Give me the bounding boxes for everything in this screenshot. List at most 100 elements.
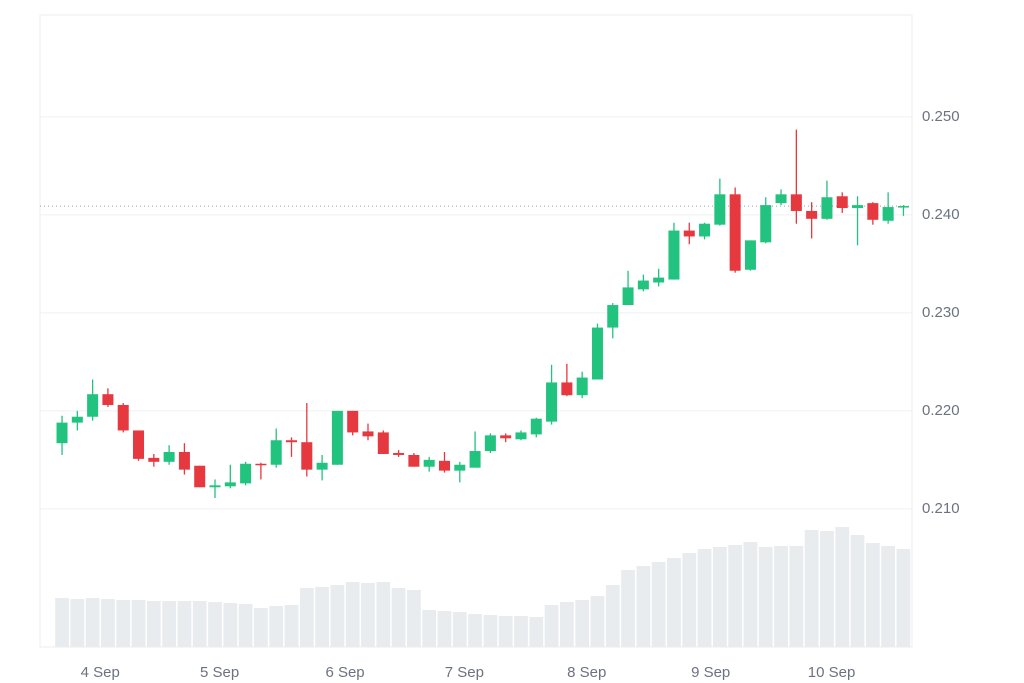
- candle-body: [790, 194, 802, 211]
- candle-body: [301, 442, 313, 470]
- candle-body: [469, 451, 481, 468]
- x-tick-label: 5 Sep: [200, 664, 239, 681]
- candle-body: [897, 206, 909, 208]
- candle-body: [714, 194, 726, 225]
- volume-bar: [697, 549, 712, 647]
- volume-bar: [514, 616, 528, 647]
- candle-body: [56, 422, 68, 444]
- volume-bar: [667, 558, 681, 647]
- candle-body: [423, 459, 435, 467]
- candle-body: [530, 418, 542, 435]
- volume-bar: [559, 602, 574, 647]
- candle-body: [882, 207, 894, 221]
- volume-bar: [55, 598, 69, 647]
- candle-body: [71, 416, 83, 423]
- volume-bar: [774, 546, 788, 647]
- volume-bar: [636, 566, 651, 647]
- candle-body: [668, 230, 680, 280]
- candle-body: [729, 194, 741, 271]
- candle-body: [87, 394, 99, 417]
- volume-bar: [452, 612, 467, 647]
- candle-body: [852, 205, 864, 209]
- candle-body: [515, 432, 527, 440]
- y-tick-label: 0.240: [922, 206, 960, 223]
- volume-bar: [85, 598, 100, 647]
- volume-bar: [284, 605, 299, 647]
- volume-bar: [70, 599, 85, 647]
- candle-body: [867, 203, 879, 220]
- volume-bar: [299, 588, 314, 647]
- candle-body: [331, 410, 343, 465]
- candle-body: [546, 382, 558, 422]
- x-tick-label: 9 Sep: [691, 664, 730, 681]
- candle-body: [347, 410, 359, 433]
- candle-body: [224, 482, 236, 487]
- volume-bar: [223, 603, 238, 647]
- volume-bar: [345, 582, 360, 647]
- volume-bar: [743, 542, 758, 647]
- y-tick-label: 0.210: [922, 500, 960, 517]
- x-tick-label: 7 Sep: [445, 664, 484, 681]
- volume-bar: [881, 546, 896, 647]
- candle-body: [760, 205, 772, 243]
- volume-bar: [177, 601, 192, 647]
- candle-body: [821, 197, 833, 219]
- candle-body: [454, 464, 466, 471]
- volume-bar: [544, 605, 559, 647]
- candle-body: [133, 430, 145, 459]
- candle-body: [178, 452, 190, 470]
- volume-bar: [361, 583, 375, 647]
- volume-bar: [422, 610, 437, 647]
- candle-body: [576, 377, 588, 396]
- candle-body: [683, 230, 695, 237]
- volume-bar: [437, 611, 452, 647]
- volume-bar: [254, 608, 268, 647]
- volume-bar: [330, 585, 345, 647]
- candle-body: [607, 305, 619, 328]
- candle-body: [209, 485, 221, 488]
- candle-body: [393, 452, 405, 455]
- volume-bar: [621, 570, 635, 647]
- volume-bar: [682, 553, 697, 647]
- candle-body: [775, 194, 787, 204]
- volume-bar: [789, 546, 804, 647]
- volume-bar: [865, 543, 880, 647]
- candle-body: [637, 280, 649, 290]
- candle-body: [240, 463, 252, 484]
- volume-bar: [376, 582, 391, 647]
- candle-body: [285, 440, 298, 443]
- volume-bar: [192, 601, 207, 647]
- candle-body: [316, 462, 328, 470]
- candle-body: [484, 435, 496, 452]
- candle-body: [622, 287, 634, 306]
- candle-body: [561, 382, 573, 396]
- volume-bar: [804, 530, 819, 647]
- volume-bar: [575, 600, 590, 647]
- volume-bar: [712, 547, 727, 647]
- x-tick-label: 4 Sep: [81, 664, 120, 681]
- candle-body: [836, 196, 848, 209]
- y-tick-label: 0.220: [922, 402, 960, 419]
- candle-body: [377, 432, 389, 454]
- volume-bar: [590, 596, 605, 647]
- volume-bar: [468, 614, 482, 647]
- candle-body: [270, 440, 282, 465]
- candle-body: [500, 435, 512, 439]
- candle-body: [194, 465, 206, 488]
- volume-bar: [162, 601, 177, 647]
- volume-bar: [758, 547, 773, 647]
- candle-body: [148, 457, 160, 462]
- candle-body: [699, 223, 711, 237]
- x-tick-label: 6 Sep: [325, 664, 364, 681]
- candle-body: [744, 240, 756, 270]
- volume-bar: [101, 599, 115, 647]
- volume-bar: [146, 601, 161, 647]
- y-tick-label: 0.250: [922, 108, 960, 125]
- y-tick-label: 0.230: [922, 304, 960, 321]
- volume-bar: [896, 549, 911, 647]
- candle-body: [438, 460, 450, 471]
- volume-bar: [238, 604, 253, 647]
- volume-bar: [315, 587, 329, 647]
- volume-bar: [728, 545, 743, 647]
